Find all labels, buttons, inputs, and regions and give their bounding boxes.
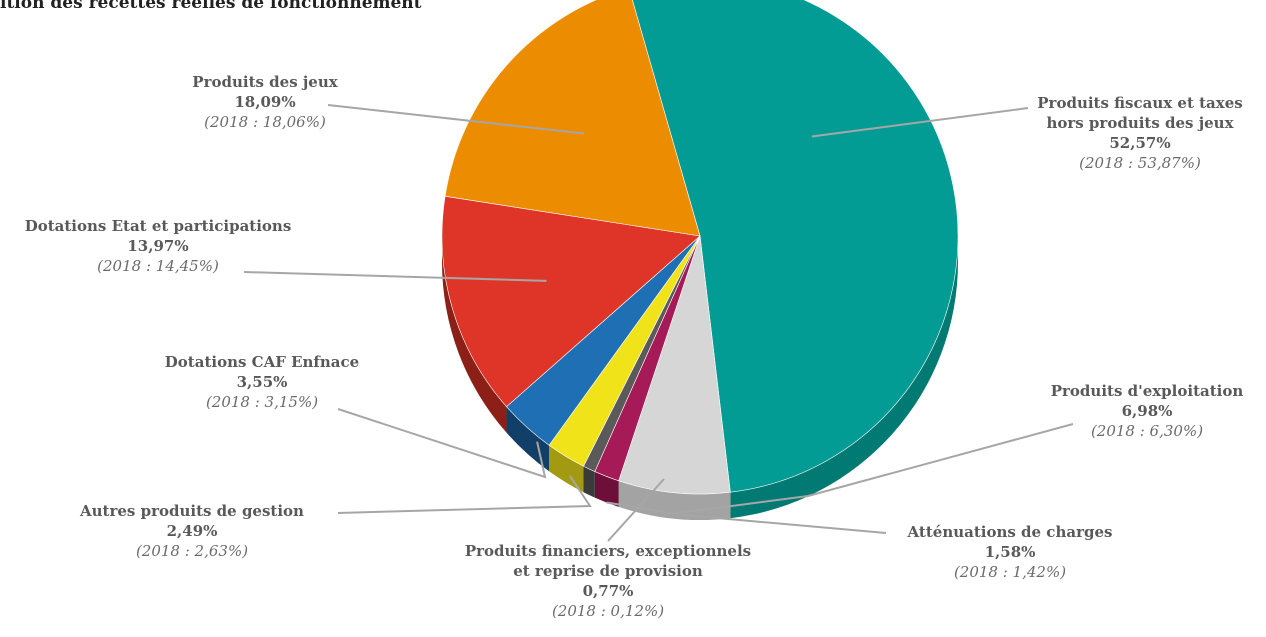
slice-name: Dotations CAF Enfnace	[132, 352, 392, 372]
data-label-produits-fiscaux-et-taxes-hors-produits-des-jeux: Produits fiscaux et taxes hors produits d…	[1000, 93, 1266, 173]
slice-value: 1,58%	[880, 542, 1140, 562]
slice-previous-value: (2018 : 0,12%)	[438, 601, 778, 621]
leader-line-autres-produits-de-gestion	[338, 476, 590, 513]
slice-name: hors produits des jeux	[1000, 113, 1266, 133]
data-label-produits-financiers-exceptionnels-et-reprise-de-provision: Produits financiers, exceptionnels et rep…	[438, 541, 778, 621]
slice-value: 0,77%	[438, 581, 778, 601]
slice-name: Produits des jeux	[145, 72, 385, 92]
slice-previous-value: (2018 : 14,45%)	[0, 256, 318, 276]
slice-name: Dotations Etat et participations	[0, 216, 318, 236]
data-label-attenuations-de-charges: Atténuations de charges 1,58% (2018 : 1,42…	[880, 522, 1140, 582]
data-label-produits-d-exploitation: Produits d'exploitation 6,98% (2018 : 6,30…	[1017, 381, 1266, 441]
data-label-dotations-etat-et-participations: Dotations Etat et participations 13,97% (2…	[0, 216, 318, 276]
slice-name: Autres produits de gestion	[42, 501, 342, 521]
slice-previous-value: (2018 : 3,15%)	[132, 392, 392, 412]
slice-value: 6,98%	[1017, 401, 1266, 421]
slice-previous-value: (2018 : 1,42%)	[880, 562, 1140, 582]
slice-value: 2,49%	[42, 521, 342, 541]
slice-value: 13,97%	[0, 236, 318, 256]
data-label-autres-produits-de-gestion: Autres produits de gestion 2,49% (2018 : 2…	[42, 501, 342, 561]
slice-previous-value: (2018 : 6,30%)	[1017, 421, 1266, 441]
data-label-dotations-caf-enfnace: Dotations CAF Enfnace 3,55% (2018 : 3,15%)	[132, 352, 392, 412]
slice-previous-value: (2018 : 18,06%)	[145, 112, 385, 132]
slice-name: Produits d'exploitation	[1017, 381, 1266, 401]
slice-previous-value: (2018 : 53,87%)	[1000, 153, 1266, 173]
slice-name: Produits financiers, exceptionnels	[438, 541, 778, 561]
data-label-produits-des-jeux: Produits des jeux 18,09% (2018 : 18,06%)	[145, 72, 385, 132]
slice-name: et reprise de provision	[438, 561, 778, 581]
slice-value: 3,55%	[132, 372, 392, 392]
slice-value: 18,09%	[145, 92, 385, 112]
slice-value: 52,57%	[1000, 133, 1266, 153]
slice-previous-value: (2018 : 2,63%)	[42, 541, 342, 561]
slice-name: Atténuations de charges	[880, 522, 1140, 542]
slice-name: Produits fiscaux et taxes	[1000, 93, 1266, 113]
